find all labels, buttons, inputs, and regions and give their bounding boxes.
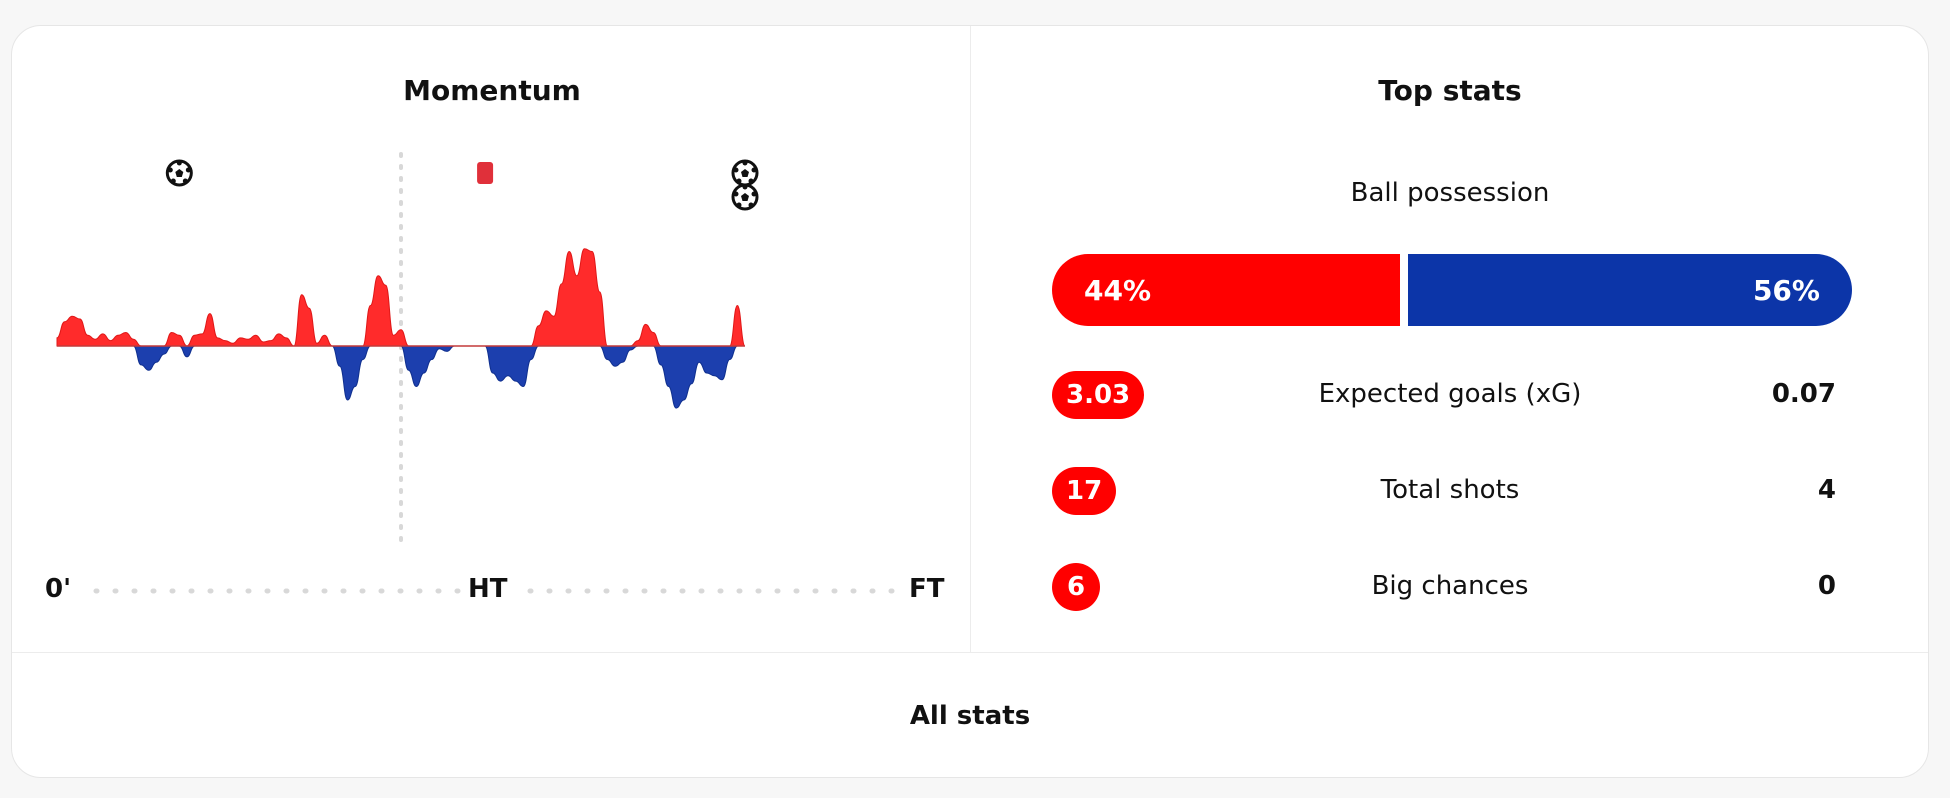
possession-away: 56% — [1408, 254, 1852, 326]
top-stats-title: Top stats — [1378, 74, 1522, 107]
possession-bar: 44% 56% — [1052, 254, 1852, 326]
stat-row-xg: 3.03 Expected goals (xG) 0.07 — [1052, 371, 1852, 419]
all-stats-button[interactable]: All stats — [909, 701, 1031, 731]
goal-icon — [165, 159, 193, 187]
panel-divider — [970, 26, 971, 652]
away-value: 0 — [1817, 571, 1836, 601]
axis-label-fulltime: FT — [909, 574, 945, 604]
momentum-title: Momentum — [403, 74, 581, 107]
home-value-pill: 3.03 — [1052, 371, 1145, 419]
red-card-icon — [477, 162, 494, 184]
possession-home: 44% — [1052, 254, 1401, 326]
match-stats-card: Momentum 0' HT FT Top stats Ball possess… — [11, 25, 1929, 778]
away-value: 0.07 — [1771, 379, 1836, 409]
momentum-chart — [56, 152, 905, 594]
axis-label-start: 0' — [45, 574, 72, 604]
possession-label: Ball possession — [1350, 178, 1550, 208]
stat-label: Big chances — [1371, 571, 1529, 601]
stat-row-big-chances: 6 Big chances 0 — [1052, 563, 1852, 611]
away-value: 4 — [1817, 475, 1836, 505]
stat-label: Total shots — [1380, 475, 1520, 505]
stat-label: Expected goals (xG) — [1318, 379, 1582, 409]
axis-label-halftime: HT — [468, 574, 508, 604]
footer-divider — [12, 652, 1928, 653]
goal-icon — [731, 183, 759, 211]
home-value-pill: 6 — [1052, 563, 1100, 611]
stat-row-total-shots: 17 Total shots 4 — [1052, 467, 1852, 515]
momentum-away-area — [56, 345, 745, 409]
home-value-pill: 17 — [1052, 467, 1117, 515]
goal-icon — [731, 159, 759, 187]
